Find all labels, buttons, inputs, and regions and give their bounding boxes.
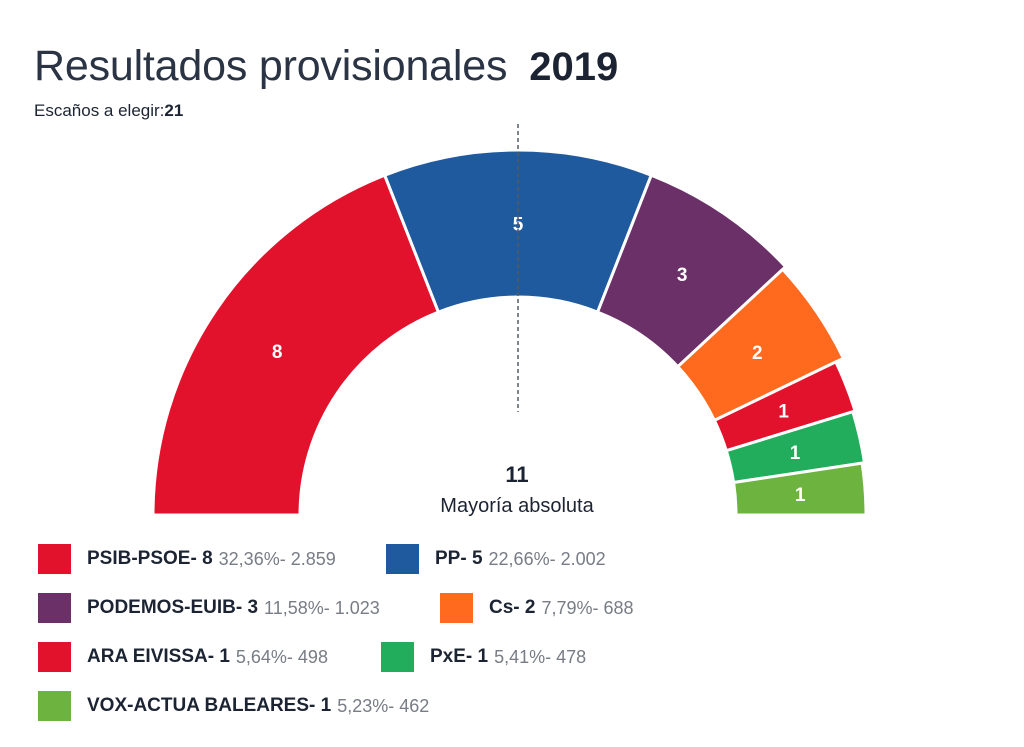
legend-party: PP- 5 [435, 548, 483, 569]
seat-count-label: 8 [272, 342, 283, 363]
legend-item-ara-eivissa: ARA EIVISSA- 1 5,64%- 498 [38, 642, 328, 672]
seat-segment-podemos-euib [595, 173, 788, 369]
legend-swatch [38, 593, 71, 623]
seat-segment-vox-actua-baleares [731, 461, 868, 517]
legend-party: PxE- 1 [430, 646, 489, 667]
parliament-chart: 8532111 [151, 124, 868, 517]
legend-party: PSIB-PSOE- 8 [87, 548, 213, 569]
legend-swatch [381, 642, 414, 672]
seats-to-elect: Escaños a elegir:21 [34, 101, 183, 121]
legend-party: VOX-ACTUA BALEARES- 1 [87, 695, 332, 716]
seat-count-label: 1 [795, 485, 806, 506]
seat-count-label: 1 [790, 443, 801, 464]
majority-label: Mayoría absoluta [440, 495, 594, 517]
majority-number: 11 [505, 462, 529, 487]
legend-party: PODEMOS-EUIB- 3 [87, 597, 259, 618]
legend-item-podemos-euib: PODEMOS-EUIB- 3 11,58%- 1.023 [38, 593, 380, 623]
legend-detail: 5,64%- 498 [235, 646, 328, 667]
legend-party: Cs- 2 [489, 597, 536, 618]
legend-item-vox-actua-baleares: VOX-ACTUA BALEARES- 1 5,23%- 462 [38, 691, 429, 721]
seat-segments [151, 148, 868, 517]
seat-segment-psib-psoe [151, 173, 441, 517]
legend-swatch [38, 642, 71, 672]
legend-party: ARA EIVISSA- 1 [87, 646, 230, 667]
legend-swatch [38, 691, 71, 721]
seat-count-label: 3 [677, 265, 688, 286]
chart-title: Resultados provisionales [34, 42, 508, 90]
legend-item-pxe: PxE- 1 5,41%- 478 [381, 642, 586, 672]
legend-item-psib-psoe: PSIB-PSOE- 8 32,36%- 2.859 [38, 544, 336, 574]
legend-swatch [386, 544, 419, 574]
seats-total: 21 [164, 101, 184, 120]
legend-swatch [440, 593, 473, 623]
legend-detail: 5,23%- 462 [337, 695, 430, 716]
legend-detail: 7,79%- 688 [541, 597, 634, 618]
chart-title-row: Resultados provisionales 2019 [34, 42, 618, 91]
seats-label: Escaños a elegir: [34, 101, 165, 120]
chart-year: 2019 [529, 45, 619, 89]
legend-item-pp: PP- 5 22,66%- 2.002 [386, 544, 606, 574]
legend-detail: 11,58%- 1.023 [264, 597, 380, 618]
legend-swatch [38, 544, 71, 574]
seat-count-label: 1 [778, 402, 789, 423]
legend-detail: 5,41%- 478 [494, 646, 587, 667]
legend-detail: 22,66%- 2.002 [488, 548, 606, 569]
seat-count-label: 2 [752, 343, 763, 364]
legend-item-cs: Cs- 2 7,79%- 688 [440, 593, 634, 623]
legend-detail: 32,36%- 2.859 [218, 548, 336, 569]
